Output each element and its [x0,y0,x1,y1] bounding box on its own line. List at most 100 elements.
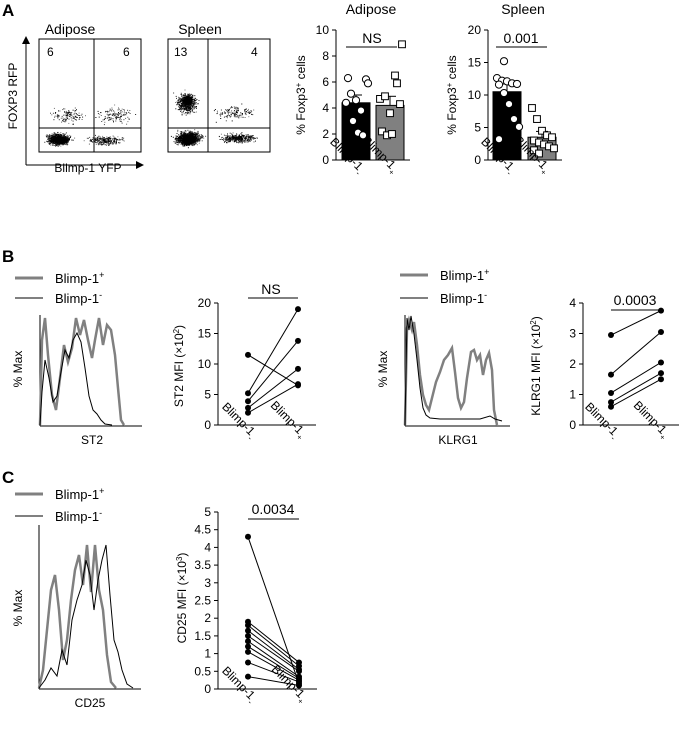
flow-event-spleen [194,143,195,145]
flow-event-spleen [187,135,189,137]
flow-event-adipose [52,134,54,136]
flow-event-spleen [189,134,191,136]
flow-event-adipose [58,135,60,137]
flow-event-adipose [51,114,53,116]
flow-event-spleen [241,135,243,137]
flow-event-spleen [178,106,180,108]
flow-event-spleen [181,102,182,104]
flow-event-spleen [189,102,191,104]
flow-event-spleen [179,138,181,140]
flow-event-adipose [57,136,58,138]
flow-event-adipose [50,142,51,144]
flow-event-spleen [181,94,183,96]
flow-event-adipose [116,113,118,115]
flow-event-adipose [95,143,97,145]
flow-event-adipose [60,140,62,142]
flow-event-spleen [233,138,235,140]
flow-event-spleen [180,142,182,144]
flow-event-spleen [243,137,245,139]
flow-event-adipose [64,143,66,145]
flow-event-spleen [184,89,186,91]
flow-event-adipose [99,136,101,138]
flow-event-spleen [193,103,195,105]
flow-event-spleen [236,114,238,116]
flow-event-adipose [47,136,49,138]
flow-event-spleen [220,133,222,135]
flow-event-spleen [182,134,184,136]
flow-event-spleen [182,140,184,141]
flow-event-adipose [46,141,48,143]
flow-title-adipose: Adipose [45,21,96,37]
flow-event-spleen [194,135,196,137]
flow-event-spleen [236,142,238,144]
flow-event-spleen [184,132,186,134]
flow-event-adipose [108,136,110,138]
flow-event-spleen [188,110,190,112]
flow-event-adipose [54,115,56,117]
flow-event-spleen [225,109,227,111]
flow-event-adipose [115,140,117,142]
flow-event-adipose [94,140,96,142]
flow-event-spleen [191,96,193,98]
flow-event-adipose [117,114,119,116]
flow-event-adipose [100,144,102,146]
flow-event-spleen [197,139,199,141]
flow-event-spleen [188,99,189,100]
flow-event-spleen [227,135,229,137]
flow-event-adipose [98,144,100,146]
flow-event-adipose [114,138,116,140]
flow-event-spleen [234,114,236,116]
flow-event-spleen [228,135,230,137]
flow-event-adipose [62,139,64,141]
flow-event-adipose [66,136,68,138]
flow-event-adipose [115,120,117,122]
flow-event-adipose [117,136,119,138]
flow-event-adipose [57,141,59,143]
flow-event-adipose [90,139,92,141]
flow-event-adipose [114,137,116,139]
flow-event-spleen [191,97,193,99]
flow-event-spleen [199,136,201,138]
flow-event-adipose [62,144,64,146]
flow-event-spleen [178,99,180,101]
flow-event-adipose [58,134,60,136]
flow-event-spleen [193,98,195,100]
flow-event-spleen [179,142,181,143]
flow-event-spleen [244,138,245,140]
flow-event-spleen [176,142,178,144]
flow-frame-spleen [167,38,271,153]
flow-event-spleen [188,97,190,99]
flow-event-adipose [120,112,122,114]
flow-event-adipose [115,138,117,140]
flow-event-spleen [188,112,190,114]
flow-event-spleen [189,113,191,115]
flow-event-spleen [250,139,252,141]
flow-event-adipose [96,138,98,139]
flow-event-adipose [121,137,123,139]
flow-event-spleen [235,136,237,138]
flow-event-spleen [175,135,177,137]
flow-event-spleen [188,102,189,104]
flow-event-adipose [114,104,116,106]
flow-event-spleen [185,141,187,143]
flow-event-spleen [184,144,186,146]
flow-event-spleen [245,137,247,139]
flow-event-spleen [187,105,189,107]
flow-event-spleen [180,132,182,134]
flow-event-adipose [62,141,64,143]
flow-event-adipose [93,138,95,140]
flow-event-adipose [75,119,77,121]
flow-event-spleen [184,133,186,135]
flow-event-adipose [52,144,54,146]
flow-event-adipose [105,138,107,140]
flow-event-adipose [58,134,60,135]
flow-event-adipose [125,117,127,119]
flow-event-spleen [187,97,188,99]
flow-event-spleen [185,102,187,103]
flow-event-adipose [78,114,80,116]
flow-event-spleen [255,140,256,142]
flow-event-spleen [182,145,184,147]
flow-event-spleen [230,140,232,142]
flow-event-adipose [64,108,66,110]
flow-event-adipose [120,119,122,121]
